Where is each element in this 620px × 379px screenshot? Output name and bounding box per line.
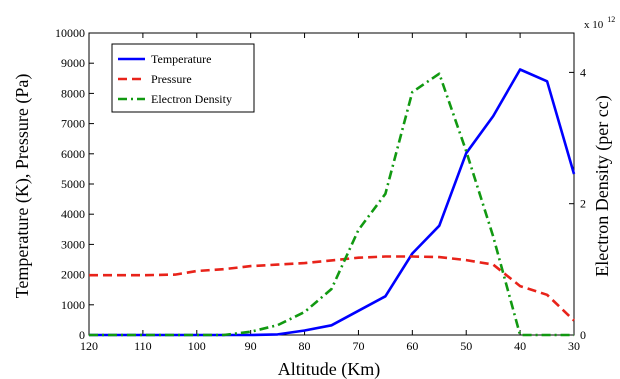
x-tick-label: 100 <box>188 339 206 353</box>
x-tick-label: 110 <box>134 339 152 353</box>
axes: 120 110 100 90 80 70 60 50 40 3001000200030004000… <box>55 26 586 353</box>
x-axis-title: Altitude (Km) <box>278 359 380 379</box>
x-tick-label: 30 <box>568 339 580 353</box>
y-left-tick-label: 5000 <box>61 177 85 191</box>
y-left-tick-label: 9000 <box>61 56 85 70</box>
y-left-tick-label: 8000 <box>61 86 85 100</box>
right-axis-multiplier-exp: 12 <box>607 15 615 24</box>
y-right-tick-label: 0 <box>580 328 586 342</box>
y-left-tick-label: 2000 <box>61 268 85 282</box>
right-axis-multiplier-base: x 10 <box>584 19 604 31</box>
series-line-electron-density <box>89 72 574 337</box>
x-tick-label: 60 <box>406 339 418 353</box>
y-left-tick-label: 6000 <box>61 147 85 161</box>
x-tick-label: 120 <box>80 339 98 353</box>
right-axis-multiplier: x 10 12 <box>584 15 615 32</box>
y-left-tick-label: 3000 <box>61 237 85 251</box>
y-left-tick-label: 0 <box>79 328 85 342</box>
y-left-tick-label: 1000 <box>61 298 85 312</box>
x-tick-label: 70 <box>352 339 364 353</box>
x-tick-label: 40 <box>514 339 526 353</box>
legend: Temperature Pressure Electron Density <box>111 43 255 113</box>
legend-label-electron-density: Electron Density <box>151 92 232 106</box>
y-right-axis-title: Electron Density (per cc) <box>592 95 613 276</box>
y-right-tick-label: 4 <box>580 65 586 79</box>
x-tick-label: 80 <box>299 339 311 353</box>
series-lines <box>89 68 576 337</box>
y-left-tick-label: 10000 <box>55 26 85 40</box>
legend-label-temperature: Temperature <box>151 52 211 66</box>
x-tick-label: 50 <box>460 339 472 353</box>
y-left-axis-title: Temperature (K), Pressure (Pa) <box>12 74 33 299</box>
legend-label-pressure: Pressure <box>151 72 192 86</box>
y-right-tick-label: 2 <box>580 197 586 211</box>
x-tick-label: 90 <box>245 339 257 353</box>
y-left-tick-label: 4000 <box>61 207 85 221</box>
y-left-tick-label: 7000 <box>61 117 85 131</box>
